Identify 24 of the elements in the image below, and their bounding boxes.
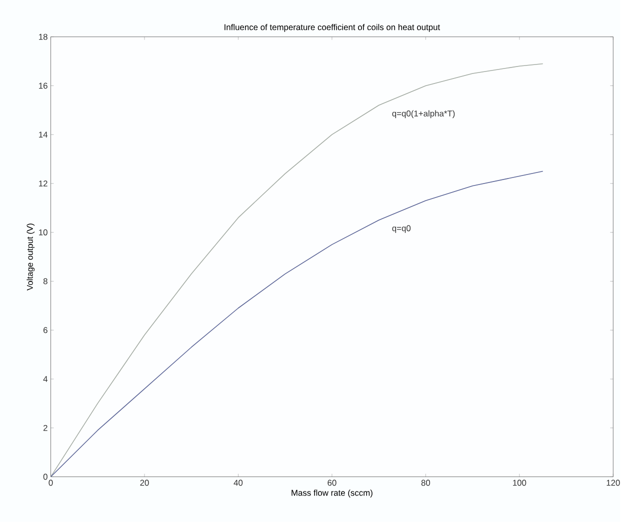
x-tick-label: 60 [328, 480, 336, 486]
x-axis-title: Mass flow rate (sccm) [292, 490, 372, 498]
y-tick-label: 6 [44, 327, 48, 334]
y-tick-label: 16 [39, 82, 48, 89]
y-axis-title: Voltage output (V) [26, 224, 35, 291]
series-label: q=q0 [392, 225, 411, 234]
line-series [50, 171, 544, 477]
y-tick-label: 4 [43, 376, 48, 382]
x-tick-label: 120 [606, 480, 620, 486]
y-tick-label: 0 [43, 474, 48, 480]
series-label: q=q0(1+alpha*T) [392, 110, 455, 118]
y-tick-label: 12 [39, 180, 48, 187]
y-tick-label: 10 [39, 230, 48, 236]
y-tick-label: 14 [39, 132, 48, 138]
line-series [50, 64, 544, 477]
x-tick-label: 20 [140, 480, 149, 486]
y-tick-label: 2 [43, 425, 48, 432]
y-tick-label: 8 [43, 278, 48, 284]
x-tick-label: 100 [513, 480, 526, 486]
x-tick-label: 80 [421, 480, 430, 486]
x-tick-label: 0 [48, 480, 53, 486]
x-tick-label: 40 [234, 480, 243, 486]
y-tick-label: 18 [39, 34, 48, 40]
chart-title: Influence of temperature coefficient of coils on heat output [224, 24, 440, 32]
